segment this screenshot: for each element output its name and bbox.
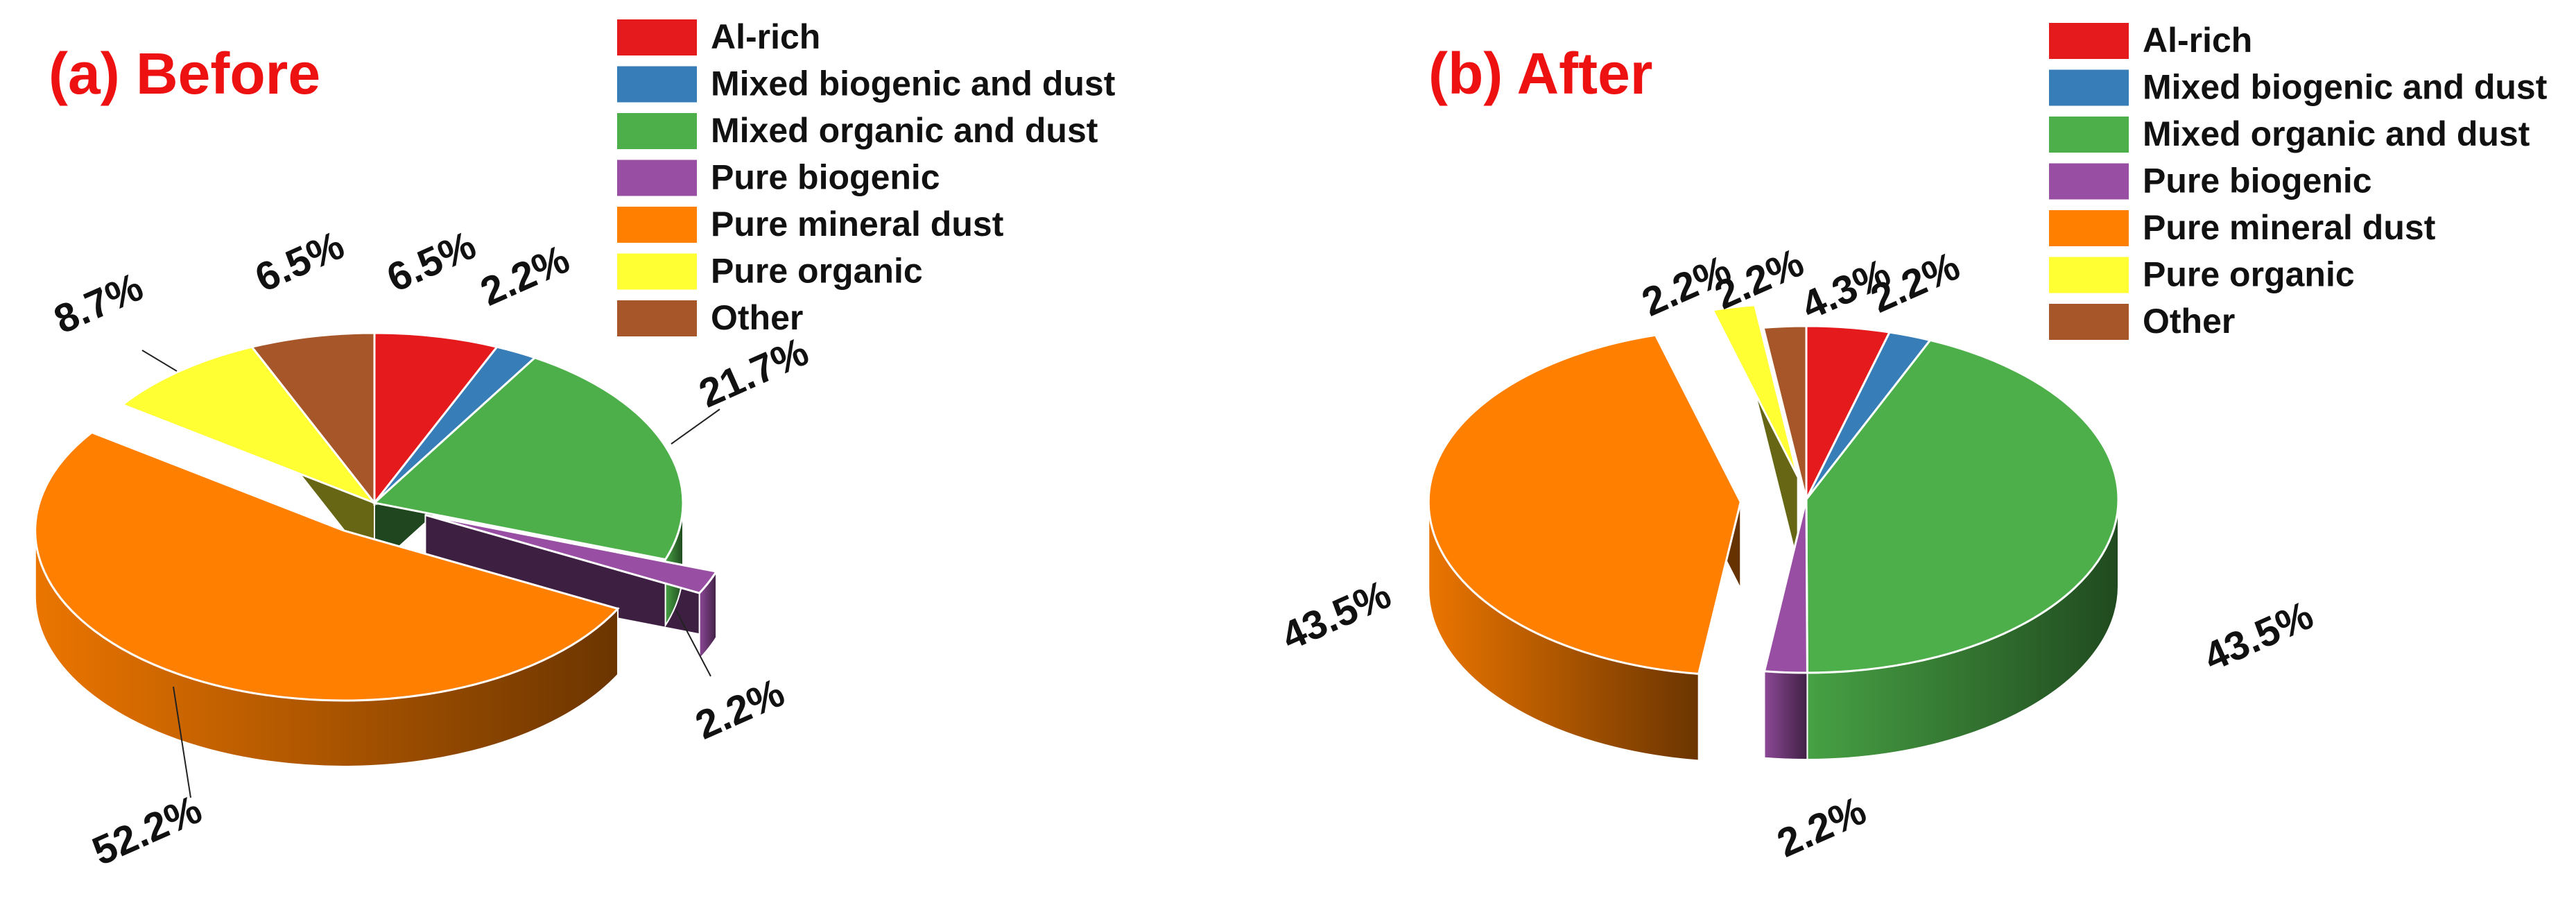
- legend-swatch-mixed-organic-and-dust: [617, 113, 697, 149]
- legend-label-pure-biogenic: Pure biogenic: [711, 158, 940, 197]
- legend-label-pure-mineral-dust: Pure mineral dust: [711, 205, 1004, 243]
- slice-pure-organic: [1711, 304, 1799, 478]
- slice-pure-biogenic: [425, 514, 718, 594]
- slice-pure-mineral-dust: [34, 431, 620, 702]
- slice-al-rich: [373, 332, 499, 506]
- leader-line: [671, 409, 720, 445]
- legend-label-al-rich: Al-rich: [2143, 21, 2252, 60]
- legend-swatch-mixed-organic-and-dust: [2049, 117, 2129, 153]
- percent-label: 2.2%: [1708, 240, 1810, 318]
- slice-other: [250, 332, 376, 506]
- leader-line: [141, 350, 178, 372]
- legend-swatch-mixed-biogenic-and-dust: [2049, 69, 2129, 106]
- legend-swatch-mixed-biogenic-and-dust: [617, 66, 697, 103]
- percent-label: 2.2%: [689, 670, 790, 748]
- percent-label: 52.2%: [86, 787, 209, 874]
- pie-after: 4.3%2.2%43.5%2.2%43.5%2.2%2.2%: [1275, 240, 2320, 866]
- slice-mixed-organic-and-dust: [372, 357, 684, 561]
- slice-other: [1762, 325, 1808, 500]
- slice-pure-biogenic: [1763, 499, 1808, 674]
- legend-swatch-al-rich: [617, 19, 697, 55]
- legend-before: Al-rich Mixed biogenic and dust Mixed orga…: [617, 17, 1116, 337]
- legend-swatch-pure-biogenic: [617, 160, 697, 196]
- legend-swatch-other: [2049, 304, 2129, 340]
- chart-title: (b) After: [1428, 41, 1653, 106]
- legend-label-pure-organic: Pure organic: [711, 252, 923, 291]
- panel-before: (a) Before 6.5%2.2%21.7%2.2%52.2%8.7%6.5…: [34, 17, 1116, 874]
- legend-label-pure-biogenic: Pure biogenic: [2143, 162, 2372, 200]
- legend-swatch-pure-mineral-dust: [617, 207, 697, 243]
- chart-title: (a) Before: [49, 41, 320, 106]
- legend-label-other: Other: [2143, 302, 2235, 341]
- legend-label-mixed-biogenic-and-dust: Mixed biogenic and dust: [2143, 68, 2548, 107]
- slice-mixed-organic-and-dust: [1805, 338, 2120, 674]
- legend-after: Al-rich Mixed biogenic and dust Mixed orga…: [2049, 21, 2548, 341]
- legend-swatch-other: [617, 300, 697, 336]
- legend-label-al-rich: Al-rich: [711, 17, 820, 56]
- percent-label: 2.2%: [1770, 788, 1872, 866]
- legend-label-pure-organic: Pure organic: [2143, 255, 2355, 294]
- slice-pure-mineral-dust: [1427, 334, 1742, 676]
- percent-label: 2.2%: [474, 237, 576, 315]
- percent-label: 8.7%: [47, 264, 149, 343]
- percent-label: 43.5%: [2197, 592, 2320, 680]
- legend-label-mixed-biogenic-and-dust: Mixed biogenic and dust: [711, 65, 1116, 103]
- legend-label-pure-mineral-dust: Pure mineral dust: [2143, 208, 2436, 247]
- legend-swatch-pure-biogenic: [2049, 163, 2129, 200]
- percent-label: 43.5%: [1275, 572, 1398, 659]
- legend-label-other: Other: [711, 298, 803, 337]
- percent-label: 6.5%: [248, 223, 350, 301]
- percent-label: 21.7%: [693, 329, 815, 416]
- leader-line: [675, 610, 711, 677]
- leader-line: [173, 686, 191, 798]
- legend-swatch-al-rich: [2049, 23, 2129, 59]
- pie-before: 6.5%2.2%21.7%2.2%52.2%8.7%6.5%: [34, 223, 815, 874]
- legend-swatch-pure-mineral-dust: [2049, 210, 2129, 246]
- percent-label: 6.5%: [380, 223, 482, 301]
- slice-pure-organic: [120, 345, 378, 506]
- legend-label-mixed-organic-and-dust: Mixed organic and dust: [711, 111, 1098, 150]
- legend-swatch-pure-organic: [2049, 257, 2129, 293]
- legend-swatch-pure-organic: [617, 253, 697, 290]
- slice-side-pure-biogenic: [1763, 670, 1808, 761]
- panel-after: (b) After 4.3%2.2%43.5%2.2%43.5%2.2%2.2%…: [1275, 21, 2548, 866]
- legend-label-mixed-organic-and-dust: Mixed organic and dust: [2143, 114, 2530, 153]
